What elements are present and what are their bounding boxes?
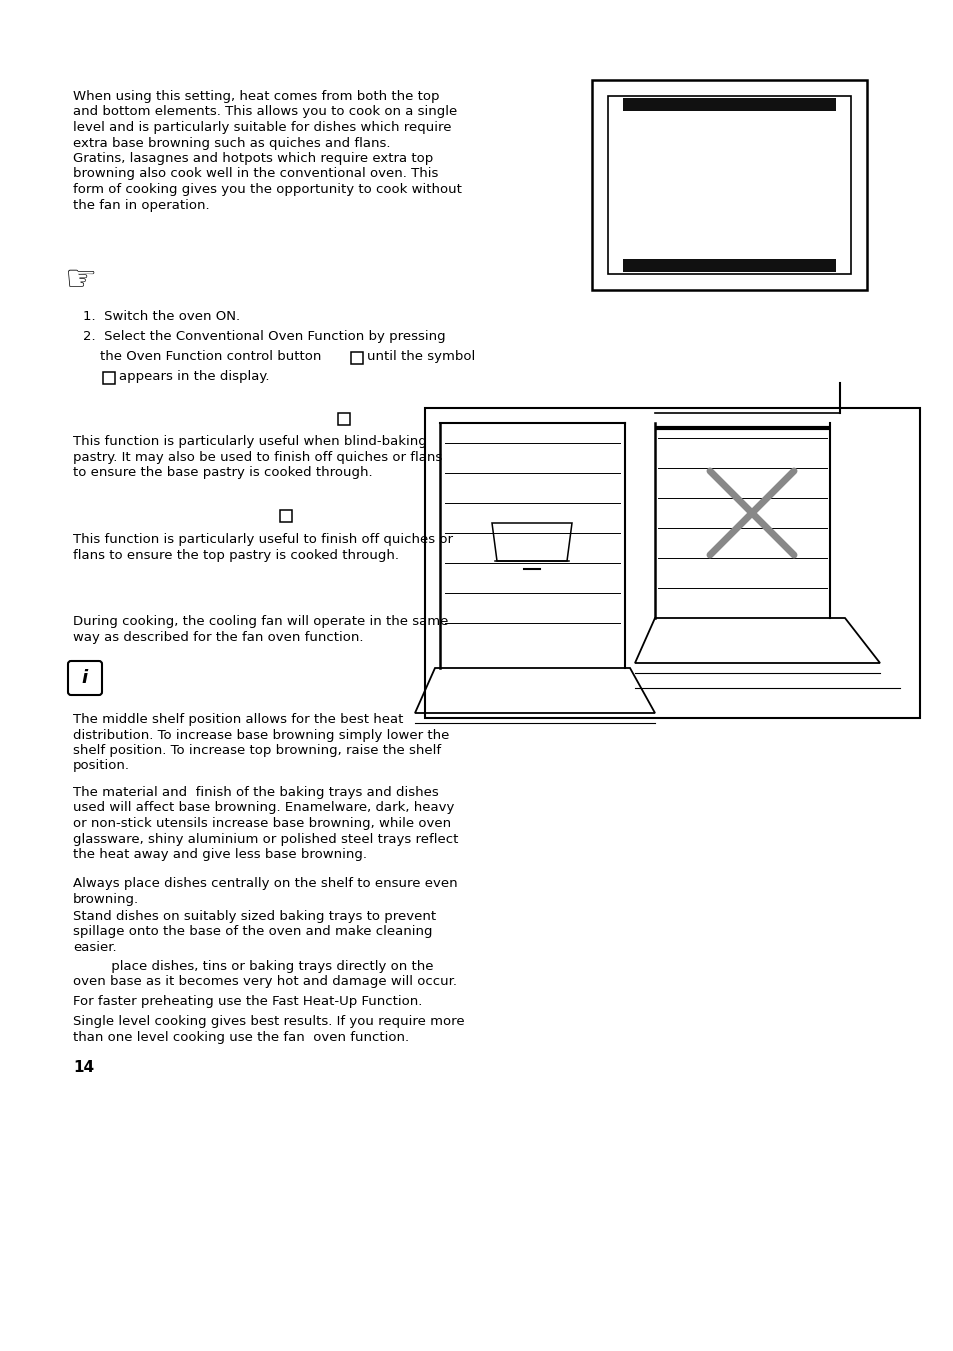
Text: to ensure the base pastry is cooked through.: to ensure the base pastry is cooked thro… xyxy=(73,466,373,480)
Text: extra base browning such as quiches and flans.: extra base browning such as quiches and … xyxy=(73,136,390,150)
Text: shelf position. To increase top browning, raise the shelf: shelf position. To increase top browning… xyxy=(73,744,440,757)
Text: Gratins, lasagnes and hotpots which require extra top: Gratins, lasagnes and hotpots which requ… xyxy=(73,153,433,165)
Text: This function is particularly useful when blind-baking: This function is particularly useful whe… xyxy=(73,435,426,449)
Text: When using this setting, heat comes from both the top: When using this setting, heat comes from… xyxy=(73,91,439,103)
Text: 2.  Select the Conventional Oven Function by pressing: 2. Select the Conventional Oven Function… xyxy=(83,330,445,343)
Text: position.: position. xyxy=(73,759,130,773)
Text: 14: 14 xyxy=(73,1061,94,1075)
Text: oven base as it becomes very hot and damage will occur.: oven base as it becomes very hot and dam… xyxy=(73,975,456,989)
Text: easier.: easier. xyxy=(73,942,116,954)
Text: The middle shelf position allows for the best heat: The middle shelf position allows for the… xyxy=(73,713,403,725)
Text: and bottom elements. This allows you to cook on a single: and bottom elements. This allows you to … xyxy=(73,105,456,119)
Text: Always place dishes centrally on the shelf to ensure even: Always place dishes centrally on the she… xyxy=(73,877,457,890)
Text: the heat away and give less base browning.: the heat away and give less base brownin… xyxy=(73,848,367,861)
Text: i: i xyxy=(82,669,88,688)
Text: This function is particularly useful to finish off quiches or: This function is particularly useful to … xyxy=(73,534,453,546)
Bar xyxy=(337,413,350,426)
Text: pastry. It may also be used to finish off quiches or flans: pastry. It may also be used to finish of… xyxy=(73,450,442,463)
Text: spillage onto the base of the oven and make cleaning: spillage onto the base of the oven and m… xyxy=(73,925,432,939)
Text: way as described for the fan oven function.: way as described for the fan oven functi… xyxy=(73,631,363,643)
Text: distribution. To increase base browning simply lower the: distribution. To increase base browning … xyxy=(73,728,449,742)
Text: level and is particularly suitable for dishes which require: level and is particularly suitable for d… xyxy=(73,122,451,134)
Bar xyxy=(280,509,292,521)
Text: For faster preheating use the Fast Heat-Up Function.: For faster preheating use the Fast Heat-… xyxy=(73,994,422,1008)
Text: appears in the display.: appears in the display. xyxy=(119,370,269,382)
Bar xyxy=(592,80,866,290)
Text: used will affect base browning. Enamelware, dark, heavy: used will affect base browning. Enamelwa… xyxy=(73,801,454,815)
Text: Single level cooking gives best results. If you require more: Single level cooking gives best results.… xyxy=(73,1015,464,1028)
Bar xyxy=(607,96,850,274)
Text: 1.  Switch the oven ON.: 1. Switch the oven ON. xyxy=(83,309,240,323)
Text: glassware, shiny aluminium or polished steel trays reflect: glassware, shiny aluminium or polished s… xyxy=(73,832,457,846)
Text: the fan in operation.: the fan in operation. xyxy=(73,199,210,212)
Bar xyxy=(622,259,835,272)
Text: ☞: ☞ xyxy=(65,262,97,296)
Text: form of cooking gives you the opportunity to cook without: form of cooking gives you the opportunit… xyxy=(73,182,461,196)
Text: During cooking, the cooling fan will operate in the same: During cooking, the cooling fan will ope… xyxy=(73,615,448,628)
Text: or non-stick utensils increase base browning, while oven: or non-stick utensils increase base brow… xyxy=(73,817,451,830)
Bar xyxy=(424,408,919,717)
Text: browning also cook well in the conventional oven. This: browning also cook well in the conventio… xyxy=(73,168,438,181)
Text: Stand dishes on suitably sized baking trays to prevent: Stand dishes on suitably sized baking tr… xyxy=(73,911,436,923)
Bar xyxy=(622,99,835,111)
Bar xyxy=(103,372,115,384)
Text: until the symbol: until the symbol xyxy=(367,350,475,363)
Text: than one level cooking use the fan  oven function.: than one level cooking use the fan oven … xyxy=(73,1031,409,1043)
Bar xyxy=(351,353,363,363)
Text: place dishes, tins or baking trays directly on the: place dishes, tins or baking trays direc… xyxy=(73,961,433,973)
Text: The material and  finish of the baking trays and dishes: The material and finish of the baking tr… xyxy=(73,786,438,798)
Text: the Oven Function control button: the Oven Function control button xyxy=(83,350,321,363)
Text: flans to ensure the top pastry is cooked through.: flans to ensure the top pastry is cooked… xyxy=(73,549,398,562)
Text: browning.: browning. xyxy=(73,893,139,905)
